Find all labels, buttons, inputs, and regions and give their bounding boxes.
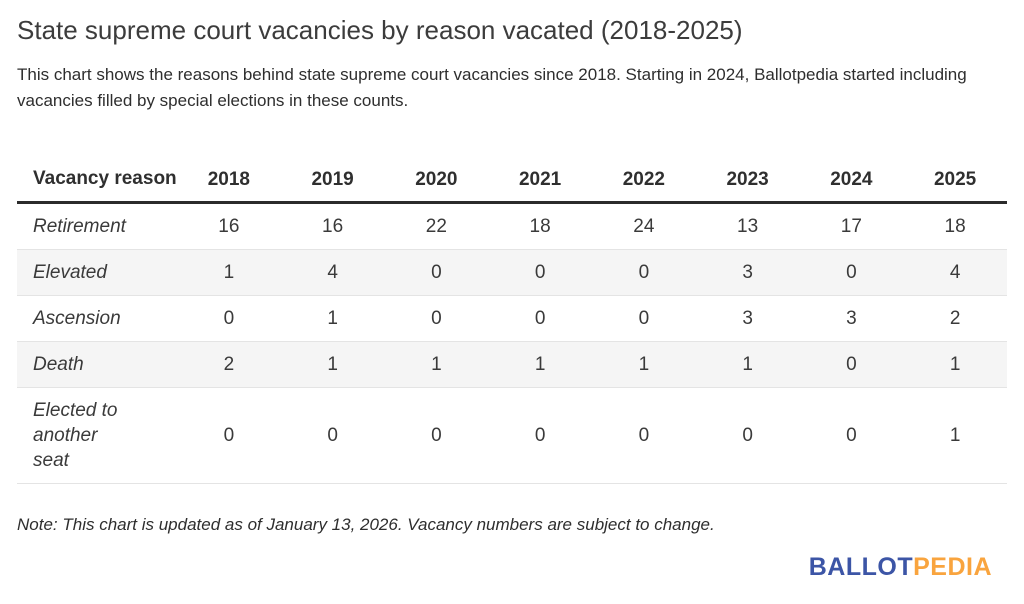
- value-cell: 0: [846, 261, 857, 283]
- chart-subtitle: This chart shows the reasons behind stat…: [17, 65, 967, 110]
- value-cell: 0: [742, 424, 753, 446]
- value-cell: 2: [223, 353, 235, 375]
- value-cell: 3: [742, 261, 753, 283]
- value-cell: 3: [846, 307, 857, 329]
- value-cell: 24: [633, 215, 655, 237]
- value-cell: 4: [949, 261, 961, 283]
- year-header: 2025: [903, 166, 1007, 204]
- value-cell: 1: [949, 353, 961, 375]
- reason-cell: Ascension: [33, 308, 121, 329]
- value-cell: 0: [534, 424, 546, 446]
- table-row: Elected to another seat 0 0 0 0 0 0 0 1: [17, 388, 1007, 484]
- reason-cell: Retirement: [33, 216, 126, 237]
- reason-cell: Elected to another seat: [33, 400, 118, 471]
- value-cell: 0: [431, 307, 442, 329]
- value-cell: 16: [218, 215, 240, 237]
- value-cell: 18: [529, 215, 551, 237]
- year-header: 2022: [592, 166, 696, 204]
- value-cell: 0: [223, 307, 235, 329]
- value-cell: 0: [638, 261, 650, 283]
- value-cell: 0: [534, 307, 546, 329]
- value-cell: 4: [327, 261, 338, 283]
- value-cell: 0: [846, 353, 857, 375]
- table-row: Ascension 0 1 0 0 0 3 3 2: [17, 296, 1007, 342]
- table-header-row: Vacancy reason 2018 2019 2020 2021 2022 2023 20…: [17, 166, 1007, 204]
- value-cell: 13: [737, 215, 759, 237]
- value-cell: 16: [322, 215, 344, 237]
- logo-ballot-text: BALLOT: [808, 553, 914, 581]
- table-row: Death 2 1 1 1 1 1 0 1: [17, 341, 1007, 388]
- page-title: State supreme court vacancies by reason …: [17, 15, 743, 45]
- value-cell: 22: [425, 215, 447, 237]
- reason-cell: Elevated: [33, 262, 107, 283]
- vacancy-table: Vacancy reason 2018 2019 2020 2021 2022 2023 20…: [17, 166, 1007, 484]
- table-head: Vacancy reason 2018 2019 2020 2021 2022 2023 20…: [17, 166, 1007, 204]
- year-header: 2019: [280, 166, 385, 204]
- value-cell: 18: [944, 215, 966, 237]
- value-cell: 1: [638, 353, 650, 375]
- value-cell: 0: [638, 307, 650, 329]
- value-cell: 0: [431, 424, 442, 446]
- value-cell: 0: [846, 424, 857, 446]
- value-cell: 1: [949, 424, 961, 446]
- table-row: Elevated 1 4 0 0 0 3 0 4: [17, 249, 1007, 296]
- value-cell: 1: [327, 307, 338, 329]
- value-cell: 1: [327, 353, 338, 375]
- value-cell: 17: [840, 215, 862, 237]
- value-cell: 0: [431, 261, 442, 283]
- year-header: 2020: [384, 166, 489, 204]
- reason-column-header: Vacancy reason: [17, 166, 177, 204]
- year-header: 2021: [488, 166, 592, 204]
- table-row: Retirement 16 16 22 18 24 13 17 18: [17, 203, 1007, 250]
- value-cell: 0: [534, 261, 546, 283]
- year-header: 2018: [177, 166, 281, 204]
- chart-note: Note: This chart is updated as of Januar…: [17, 515, 715, 534]
- year-header: 2024: [799, 166, 904, 204]
- value-cell: 0: [638, 424, 650, 446]
- value-cell: 3: [742, 307, 753, 329]
- value-cell: 1: [223, 261, 235, 283]
- value-cell: 2: [949, 307, 961, 329]
- value-cell: 1: [431, 353, 442, 375]
- ballotpedia-logo: BALLOTPEDIA: [809, 553, 992, 582]
- value-cell: 0: [327, 424, 338, 446]
- year-header: 2023: [695, 166, 800, 204]
- table-body: Retirement 16 16 22 18 24 13 17 18 Elevated 1 4 0 0 0 3…: [17, 203, 1007, 484]
- logo-pedia-text: PEDIA: [913, 553, 992, 581]
- reason-cell: Death: [33, 354, 84, 375]
- value-cell: 1: [534, 353, 546, 375]
- value-cell: 1: [742, 353, 753, 375]
- value-cell: 0: [223, 424, 235, 446]
